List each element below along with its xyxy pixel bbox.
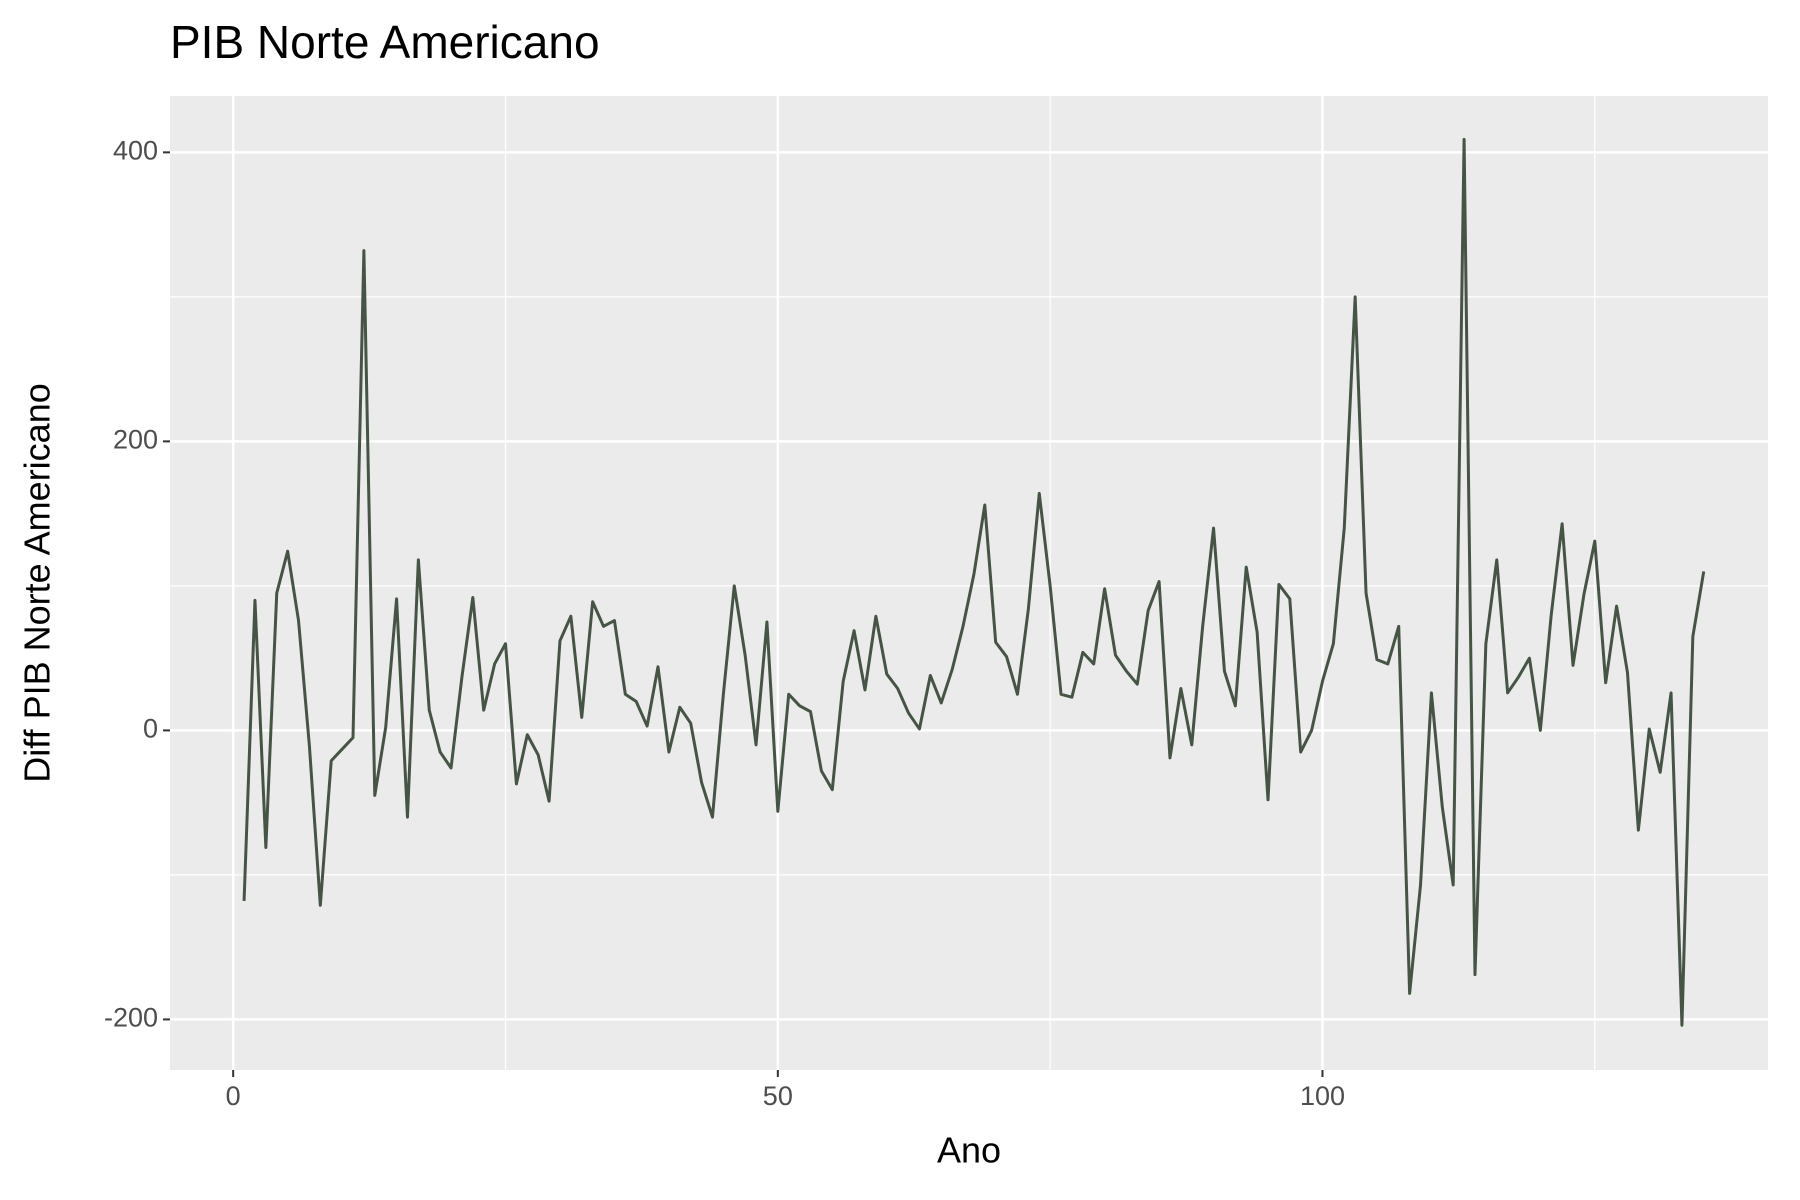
y-tick-label: 200 <box>113 425 158 455</box>
y-tick-label: 400 <box>113 135 158 165</box>
y-tick-label: 0 <box>143 714 158 744</box>
grid <box>170 96 1768 1070</box>
x-axis-title: Ano <box>937 1130 1001 1171</box>
chart-title: PIB Norte Americano <box>170 16 600 68</box>
y-tick-label: -200 <box>104 1003 158 1033</box>
x-tick-label: 100 <box>1300 1081 1345 1111</box>
data-line <box>242 137 1706 1027</box>
x-tick-label: 50 <box>763 1081 793 1111</box>
y-axis-title: Diff PIB Norte Americano <box>17 383 58 783</box>
plot-panel <box>170 96 1768 1070</box>
x-tick-label: 0 <box>226 1081 241 1111</box>
